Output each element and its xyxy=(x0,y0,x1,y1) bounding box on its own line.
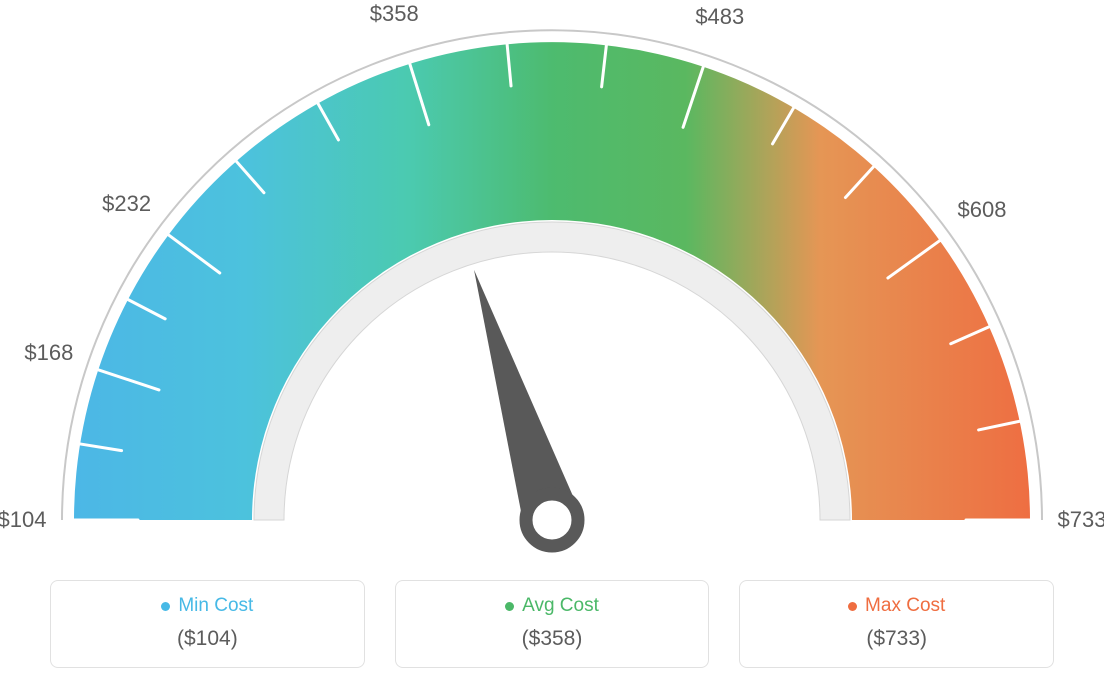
legend-title-max-text: Max Cost xyxy=(865,595,945,617)
gauge-tick-label: $358 xyxy=(370,1,419,27)
gauge-svg xyxy=(0,0,1104,560)
legend-row: Min Cost ($104) Avg Cost ($358) Max Cost… xyxy=(0,580,1104,668)
gauge-tick-label: $104 xyxy=(0,507,46,533)
cost-gauge: $104 $168 $232 $358 $483 $608 $733 xyxy=(0,0,1104,560)
gauge-tick-label: $168 xyxy=(24,340,73,366)
legend-value-avg: ($358) xyxy=(406,627,699,651)
dot-icon xyxy=(505,602,514,611)
legend-title-avg-text: Avg Cost xyxy=(522,595,599,617)
dot-icon xyxy=(161,602,170,611)
gauge-tick-label: $608 xyxy=(958,197,1007,223)
gauge-tick-label: $733 xyxy=(1058,507,1104,533)
legend-value-max: ($733) xyxy=(750,627,1043,651)
legend-card-min: Min Cost ($104) xyxy=(50,580,365,668)
dot-icon xyxy=(848,602,857,611)
legend-value-min: ($104) xyxy=(61,627,354,651)
legend-card-avg: Avg Cost ($358) xyxy=(395,580,710,668)
gauge-tick-label: $232 xyxy=(102,191,151,217)
gauge-tick-label: $483 xyxy=(695,4,744,30)
legend-title-min: Min Cost xyxy=(161,595,253,617)
legend-title-max: Max Cost xyxy=(848,595,945,617)
legend-title-min-text: Min Cost xyxy=(178,595,253,617)
legend-title-avg: Avg Cost xyxy=(505,595,599,617)
legend-card-max: Max Cost ($733) xyxy=(739,580,1054,668)
